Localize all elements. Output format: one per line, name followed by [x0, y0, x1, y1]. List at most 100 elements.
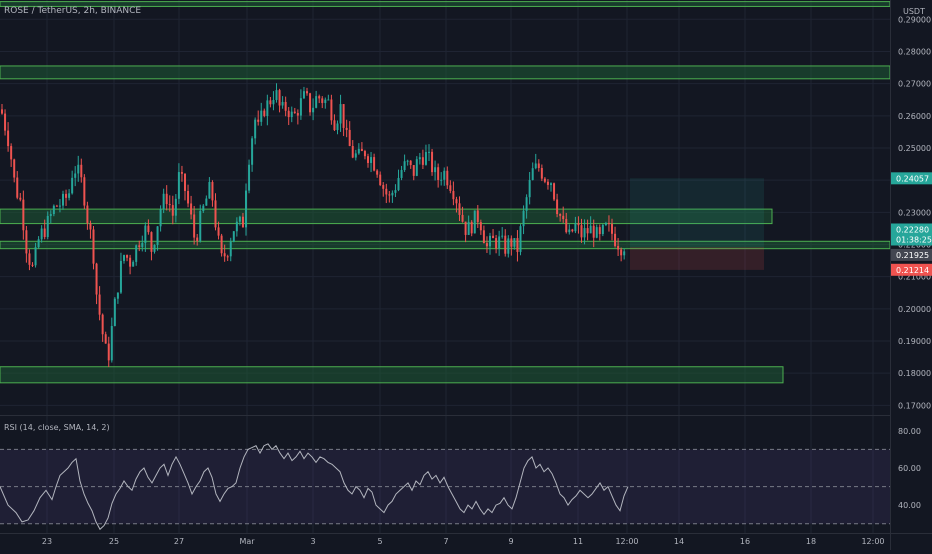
- candle-body: [342, 104, 345, 128]
- candle-body: [528, 180, 531, 198]
- candle-body: [446, 170, 449, 186]
- candle-body: [330, 99, 333, 121]
- time-tick-label: 11: [573, 537, 583, 546]
- candle-body: [617, 245, 620, 250]
- candle-body: [306, 91, 308, 94]
- candle-body: [147, 225, 150, 233]
- candle-body: [485, 243, 488, 247]
- candle-body: [327, 99, 330, 101]
- position-tool[interactable]: [630, 178, 764, 270]
- position-target-area[interactable]: [630, 178, 764, 248]
- time-tick-label: 12:00: [861, 537, 884, 546]
- candle-body: [71, 177, 74, 194]
- symbol-title[interactable]: ROSE / TetherUS, 2h, BINANCE: [4, 6, 141, 16]
- candle-body: [589, 225, 592, 234]
- candle-body: [464, 221, 467, 235]
- time-tick-label: 25: [109, 537, 119, 546]
- candle-body: [373, 157, 376, 171]
- candle-body: [492, 235, 495, 239]
- price-tick-label: 0.26000: [898, 112, 931, 121]
- candle-body: [205, 198, 208, 206]
- candle-body: [409, 160, 412, 166]
- candle-body: [98, 294, 101, 315]
- price-tick-label: 0.20000: [898, 305, 931, 314]
- candle-body: [263, 110, 266, 116]
- candle-body: [58, 205, 61, 207]
- time-tick-label: 12:00: [615, 537, 638, 546]
- candle-body: [49, 214, 52, 216]
- candle-body: [104, 334, 107, 344]
- candle-body: [138, 245, 141, 248]
- candle-body: [132, 261, 135, 267]
- candle-body: [141, 242, 144, 248]
- candle-body: [400, 169, 403, 178]
- candle-body: [620, 249, 623, 256]
- candle-body: [614, 233, 617, 246]
- candle-body: [452, 190, 455, 200]
- candle-body: [223, 253, 226, 257]
- candle-body: [513, 238, 516, 247]
- candle-body: [269, 100, 272, 105]
- candle-body: [574, 223, 577, 232]
- candle-body: [174, 198, 177, 216]
- candle-body: [107, 343, 110, 361]
- time-tick-label: 14: [674, 537, 684, 546]
- candle-body: [379, 174, 382, 186]
- candle-body: [568, 229, 571, 233]
- candle-body: [428, 151, 430, 153]
- candle-body: [385, 188, 388, 195]
- candle-body: [241, 216, 244, 228]
- candle-body: [1, 109, 3, 114]
- candle-body: [284, 101, 287, 111]
- candle-body: [77, 164, 80, 174]
- candle-body: [165, 193, 168, 205]
- candle-body: [309, 93, 312, 113]
- candle-body: [196, 237, 199, 242]
- candle-body: [187, 190, 190, 204]
- price-tick-label: 0.21000: [898, 273, 931, 282]
- time-axis[interactable]: 23 25 27 Mar 3 5 7 9 11 12:00 14 16 18 12:00: [42, 537, 885, 546]
- candle-body: [257, 119, 260, 122]
- time-tick-label: 27: [174, 537, 184, 546]
- candle-body: [556, 199, 559, 215]
- candle-body: [351, 145, 354, 158]
- candle-body: [34, 247, 37, 266]
- rsi-title[interactable]: RSI (14, close, SMA, 14, 2): [4, 423, 110, 432]
- candle-body: [601, 224, 604, 235]
- time-tick-label: 16: [740, 537, 750, 546]
- candle-body: [266, 100, 269, 116]
- price-label-stop: 0.21214: [896, 266, 929, 275]
- time-tick-label: Mar: [239, 537, 255, 546]
- candle-body: [281, 101, 284, 106]
- candle-body: [562, 215, 565, 220]
- zone-layer: [0, 1, 891, 384]
- candle-body: [623, 251, 626, 256]
- candle-body: [290, 111, 293, 118]
- candle-body: [275, 90, 278, 100]
- support-resistance-zone: [0, 366, 784, 384]
- price-label-target: 0.24057: [896, 174, 929, 183]
- candle-body: [360, 148, 363, 152]
- candle-body: [7, 130, 10, 147]
- price-label-bg: [891, 223, 932, 236]
- candle-body: [324, 99, 327, 104]
- price-tick-label: 0.17000: [898, 401, 931, 410]
- candle-body: [65, 193, 68, 198]
- candle-body: [479, 222, 482, 231]
- candle-body: [354, 153, 357, 158]
- candle-body: [382, 185, 385, 189]
- candle-body: [336, 123, 339, 131]
- candle-body: [13, 159, 16, 178]
- candle-body: [458, 203, 461, 215]
- candle-body: [55, 205, 58, 207]
- position-stop-area[interactable]: [630, 247, 764, 270]
- candle-body: [333, 120, 336, 131]
- candle-body: [226, 256, 229, 258]
- candle-body: [254, 119, 257, 139]
- candle-body: [46, 215, 49, 238]
- candle-body: [116, 292, 119, 299]
- candle-body: [95, 263, 98, 295]
